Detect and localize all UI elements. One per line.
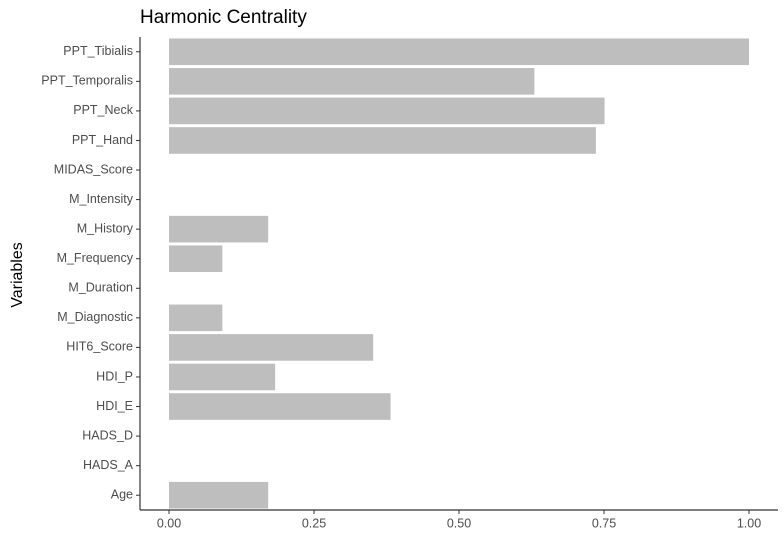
x-tick-label: 0.75	[592, 516, 616, 530]
y-tick-label: PPT_Tibialis	[63, 44, 133, 58]
y-tick-label: HDI_E	[96, 399, 133, 413]
y-axis-title: Variables	[9, 242, 26, 308]
y-tick-label: M_Frequency	[57, 251, 134, 265]
bar	[169, 304, 223, 332]
y-tick-label: M_Diagnostic	[57, 310, 133, 324]
x-tick-label: 0.50	[447, 516, 471, 530]
y-tick-label: HADS_D	[82, 428, 133, 442]
bar	[169, 215, 269, 243]
y-tick-label: PPT_Temporalis	[41, 74, 133, 88]
bar	[169, 393, 391, 420]
y-tick-label: Age	[111, 488, 133, 502]
bar	[169, 127, 596, 154]
x-tick-label: 0.00	[157, 516, 181, 530]
y-tick-label: PPT_Neck	[73, 103, 133, 117]
bar	[169, 481, 269, 509]
y-tick-label: MIDAS_Score	[54, 162, 133, 176]
chart-title: Harmonic Centrality	[140, 7, 307, 28]
y-tick-label: HIT6_Score	[66, 340, 133, 354]
bar	[169, 334, 374, 361]
y-tick-label: HDI_P	[96, 369, 133, 383]
bar	[169, 97, 605, 125]
y-tick-label: M_Intensity	[69, 192, 134, 206]
y-tick-label: HADS_A	[83, 458, 134, 472]
x-tick-label: 1.00	[737, 516, 761, 530]
bar	[169, 68, 535, 95]
x-tick-label: 0.25	[302, 516, 326, 530]
bar	[169, 245, 223, 273]
y-tick-label: M_History	[77, 221, 134, 235]
y-tick-label: M_Duration	[68, 281, 133, 295]
y-tick-label: PPT_Hand	[72, 133, 133, 147]
bar	[169, 363, 276, 391]
bar	[169, 38, 749, 66]
